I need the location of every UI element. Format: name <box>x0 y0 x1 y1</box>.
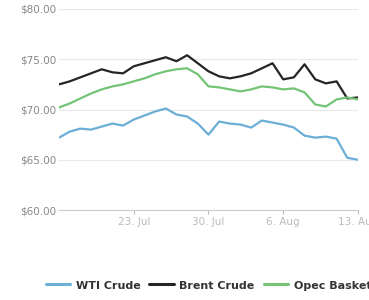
Opec Basket <box>57 106 61 109</box>
Opec Basket <box>228 88 232 91</box>
Brent Crude <box>228 76 232 80</box>
WTI Crude <box>131 118 136 121</box>
Opec Basket <box>217 85 221 89</box>
WTI Crude <box>270 121 275 124</box>
WTI Crude <box>142 114 146 117</box>
Brent Crude <box>281 77 286 81</box>
Opec Basket <box>142 76 146 80</box>
Brent Crude <box>356 96 360 99</box>
Line: WTI Crude: WTI Crude <box>59 109 358 160</box>
WTI Crude <box>153 110 157 113</box>
Brent Crude <box>292 76 296 79</box>
Opec Basket <box>121 82 125 86</box>
WTI Crude <box>260 119 264 122</box>
Opec Basket <box>163 70 168 73</box>
Brent Crude <box>68 80 72 83</box>
WTI Crude <box>185 115 189 118</box>
WTI Crude <box>174 113 179 116</box>
Brent Crude <box>345 97 349 100</box>
WTI Crude <box>238 123 243 126</box>
Opec Basket <box>78 97 83 100</box>
WTI Crude <box>345 156 349 160</box>
WTI Crude <box>163 107 168 110</box>
Opec Basket <box>196 73 200 76</box>
Opec Basket <box>313 103 317 106</box>
Brent Crude <box>238 74 243 78</box>
WTI Crude <box>206 133 211 136</box>
Opec Basket <box>174 68 179 71</box>
Opec Basket <box>249 88 254 91</box>
Brent Crude <box>324 82 328 85</box>
WTI Crude <box>78 127 83 130</box>
WTI Crude <box>89 128 93 131</box>
WTI Crude <box>313 136 317 140</box>
WTI Crude <box>68 130 72 134</box>
Opec Basket <box>345 96 349 99</box>
WTI Crude <box>110 122 115 125</box>
Brent Crude <box>110 70 115 74</box>
Opec Basket <box>281 88 286 91</box>
Opec Basket <box>185 67 189 70</box>
Brent Crude <box>131 64 136 68</box>
Brent Crude <box>302 62 307 66</box>
Opec Basket <box>260 85 264 88</box>
Brent Crude <box>89 71 93 75</box>
Opec Basket <box>100 88 104 91</box>
WTI Crude <box>356 158 360 161</box>
WTI Crude <box>292 126 296 129</box>
Brent Crude <box>121 71 125 75</box>
Brent Crude <box>185 53 189 57</box>
WTI Crude <box>324 135 328 138</box>
WTI Crude <box>281 123 286 126</box>
Opec Basket <box>153 73 157 76</box>
Opec Basket <box>206 85 211 88</box>
Brent Crude <box>57 82 61 86</box>
Line: Opec Basket: Opec Basket <box>59 68 358 107</box>
Brent Crude <box>174 59 179 63</box>
Legend: WTI Crude, Brent Crude, Opec Basket: WTI Crude, Brent Crude, Opec Basket <box>46 280 369 291</box>
Brent Crude <box>206 70 211 73</box>
Opec Basket <box>302 91 307 94</box>
Opec Basket <box>270 85 275 89</box>
Opec Basket <box>110 85 115 88</box>
Brent Crude <box>334 80 339 83</box>
Brent Crude <box>142 61 146 65</box>
Opec Basket <box>238 90 243 93</box>
WTI Crude <box>249 126 254 129</box>
Brent Crude <box>163 56 168 59</box>
WTI Crude <box>100 125 104 128</box>
Brent Crude <box>153 58 157 62</box>
WTI Crude <box>121 124 125 128</box>
Opec Basket <box>131 80 136 83</box>
Brent Crude <box>217 74 221 78</box>
WTI Crude <box>302 134 307 137</box>
WTI Crude <box>217 120 221 123</box>
Brent Crude <box>249 71 254 75</box>
Opec Basket <box>324 105 328 108</box>
Opec Basket <box>334 98 339 101</box>
Opec Basket <box>292 87 296 90</box>
Line: Brent Crude: Brent Crude <box>59 55 358 98</box>
Brent Crude <box>313 77 317 81</box>
Brent Crude <box>196 61 200 65</box>
Opec Basket <box>68 102 72 105</box>
Opec Basket <box>89 92 93 95</box>
Brent Crude <box>270 61 275 65</box>
Opec Basket <box>356 98 360 101</box>
Brent Crude <box>100 68 104 71</box>
Brent Crude <box>78 76 83 79</box>
WTI Crude <box>196 122 200 125</box>
WTI Crude <box>57 136 61 140</box>
Brent Crude <box>260 67 264 70</box>
WTI Crude <box>228 122 232 125</box>
WTI Crude <box>334 137 339 140</box>
